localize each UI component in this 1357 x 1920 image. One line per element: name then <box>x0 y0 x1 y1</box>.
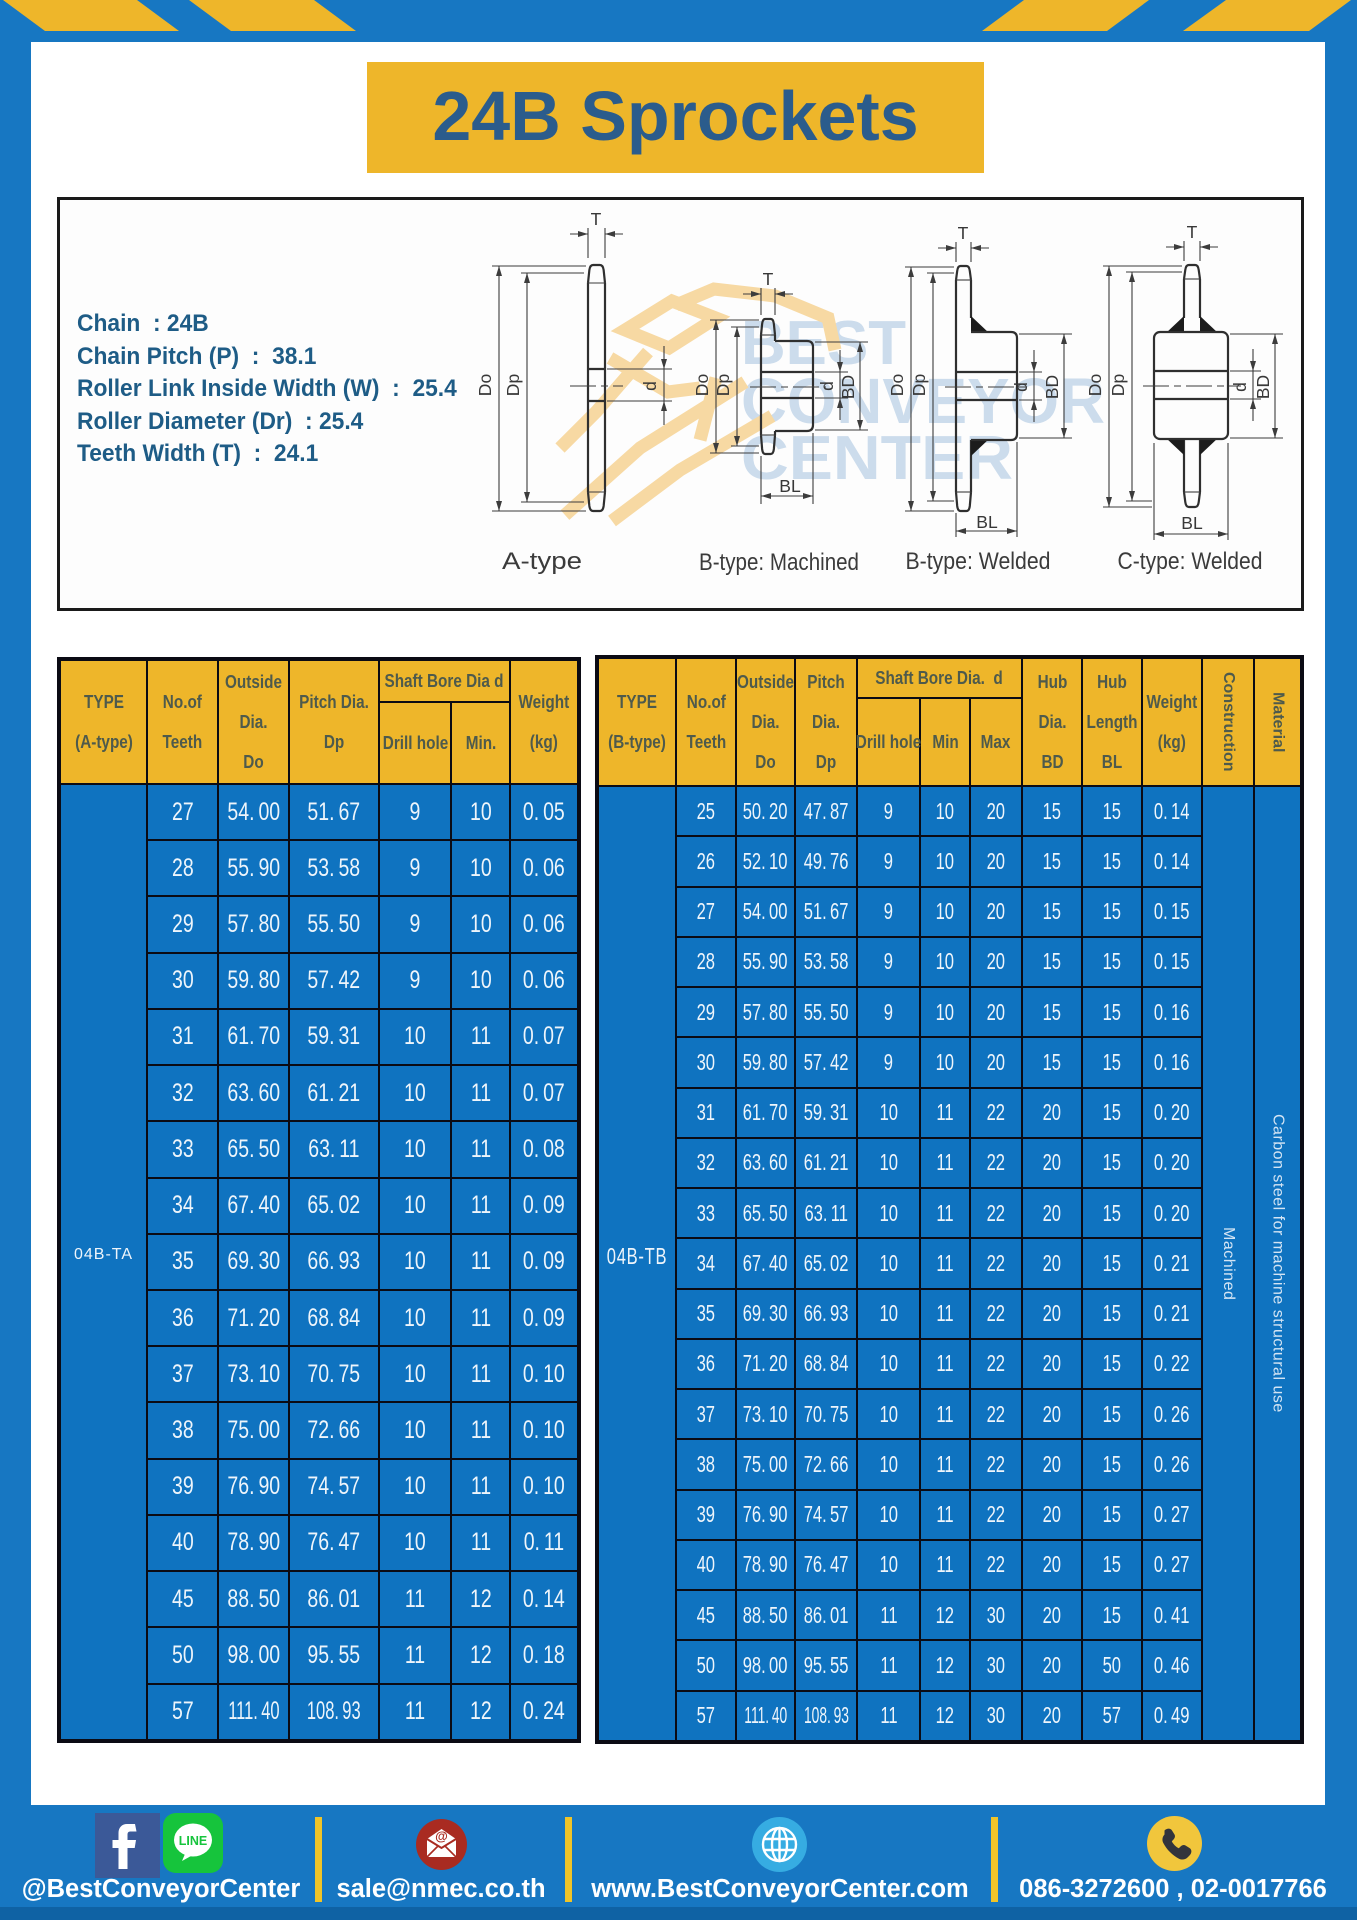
svg-text:T: T <box>958 223 969 243</box>
svg-text:CENTER: CENTER <box>741 424 1013 493</box>
svg-text:d: d <box>1011 382 1031 392</box>
svg-text:T: T <box>763 269 774 289</box>
svg-text:Dp: Dp <box>503 374 523 396</box>
svg-text:Do: Do <box>692 374 712 396</box>
svg-text:Dp: Dp <box>713 374 733 396</box>
svg-text:d: d <box>817 381 837 391</box>
svg-text:@: @ <box>435 1829 448 1844</box>
svg-text:Dp: Dp <box>909 374 929 396</box>
svg-text:B-type: Welded: B-type: Welded <box>906 548 1051 575</box>
svg-text:Dp: Dp <box>1108 374 1128 396</box>
svg-text:B-type: Machined: B-type: Machined <box>699 549 859 576</box>
svg-text:Do: Do <box>887 374 907 396</box>
svg-text:BL: BL <box>779 476 801 496</box>
svg-text:T: T <box>1187 222 1198 242</box>
svg-text:BD: BD <box>1253 375 1273 399</box>
svg-text:BL: BL <box>976 512 998 532</box>
svg-text:CONVEYOR: CONVEYOR <box>741 365 1105 437</box>
svg-text:T: T <box>591 209 602 229</box>
svg-text:Do: Do <box>475 374 495 396</box>
svg-text:Do: Do <box>1085 374 1105 396</box>
svg-text:BD: BD <box>838 375 858 399</box>
svg-text:C-type: Welded: C-type: Welded <box>1118 548 1263 575</box>
svg-text:A-type: A-type <box>502 548 582 575</box>
svg-text:BD: BD <box>1042 375 1062 399</box>
svg-text:LINE: LINE <box>179 1834 207 1848</box>
svg-text:d: d <box>640 381 660 391</box>
svg-text:d: d <box>1230 382 1250 392</box>
svg-text:BL: BL <box>1181 513 1203 533</box>
